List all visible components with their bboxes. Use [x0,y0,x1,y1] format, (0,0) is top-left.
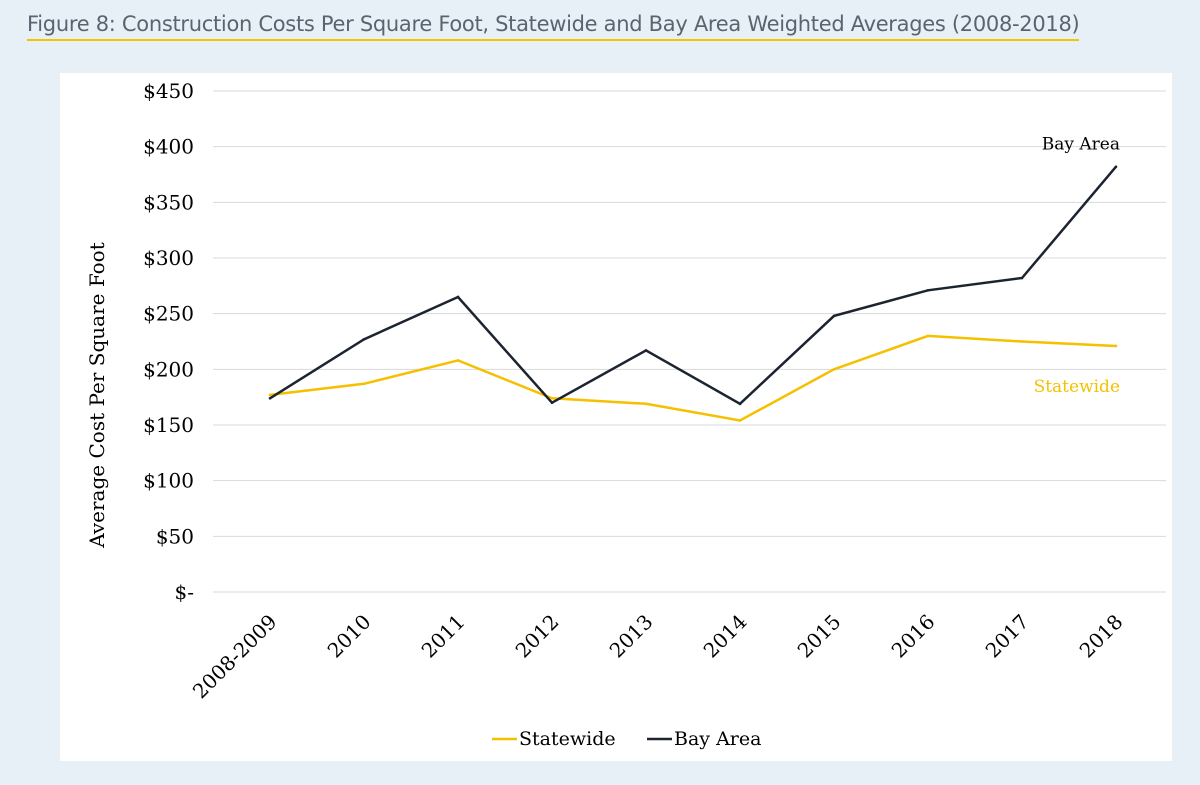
data-point-statewide [456,359,460,362]
y-tick-label: $200 [143,357,194,381]
figure-title: Figure 8: Construction Costs Per Square … [27,12,1080,41]
y-tick-label: $150 [143,413,194,437]
data-point-statewide [362,382,366,386]
x-tick-label: 2015 [793,610,846,663]
x-tick-label: 2010 [323,610,376,663]
y-tick-label: $400 [143,135,194,159]
data-point-statewide [1020,340,1024,343]
x-tick-label: 2014 [699,610,752,663]
x-tick-label: 2008-2009 [188,610,282,704]
series-line-statewide [269,334,1117,422]
data-point-bay-area [1114,165,1118,169]
y-tick-label: $50 [156,524,194,548]
gridlines [213,90,1166,593]
data-point-bay-area [1020,276,1024,280]
data-point-bay-area [832,314,836,318]
data-point-bay-area [550,401,554,405]
x-tick-label: 2018 [1075,610,1128,663]
y-tick-label: $350 [143,190,194,214]
series-lines [268,165,1118,422]
y-axis-title: Average Cost Per Square Foot [85,242,109,549]
data-point-statewide [268,393,272,397]
data-point-bay-area [926,288,930,292]
data-point-statewide [832,368,836,371]
legend: Statewide Bay Area [492,728,761,750]
data-point-statewide [644,402,648,406]
x-axis-ticks: 2008-2009 2010 2011 2012 2013 2014 2015 2016 201… [188,610,1128,704]
x-tick-label: 2011 [417,610,470,663]
data-point-statewide [738,419,742,422]
x-tick-label: 2017 [981,610,1034,663]
series-line-bay-area [269,165,1117,406]
y-tick-label: $300 [143,246,194,270]
data-point-bay-area [738,402,742,406]
line-chart: $- $50 $100 $150 $200 $250 $300 $350 $400 $450 20… [85,79,1166,750]
x-tick-label: 2012 [511,610,564,663]
legend-label-bay-area: Bay Area [674,728,761,750]
chart-panel: $- $50 $100 $150 $200 $250 $300 $350 $400 $450 20… [60,73,1172,761]
x-tick-label: 2013 [605,610,658,663]
y-tick-label: $100 [143,469,194,493]
direct-label-bay-area: Bay Area [1042,135,1120,155]
data-point-statewide [1114,344,1118,348]
data-point-bay-area [362,337,366,341]
y-tick-label: $- [175,580,194,604]
y-axis-ticks: $- $50 $100 $150 $200 $250 $300 $350 $400 $450 [143,79,194,604]
direct-label-statewide: Statewide [1034,377,1120,397]
data-point-statewide [926,334,930,338]
data-point-statewide [550,396,554,400]
x-tick-label: 2016 [887,610,940,663]
y-tick-label: $250 [143,302,194,326]
series-direct-labels: Statewide Bay Area [1034,135,1120,397]
y-tick-label: $450 [143,79,194,103]
legend-label-statewide: Statewide [519,728,616,750]
data-point-bay-area [644,349,648,352]
data-point-bay-area [268,396,272,400]
data-point-bay-area [456,295,460,299]
